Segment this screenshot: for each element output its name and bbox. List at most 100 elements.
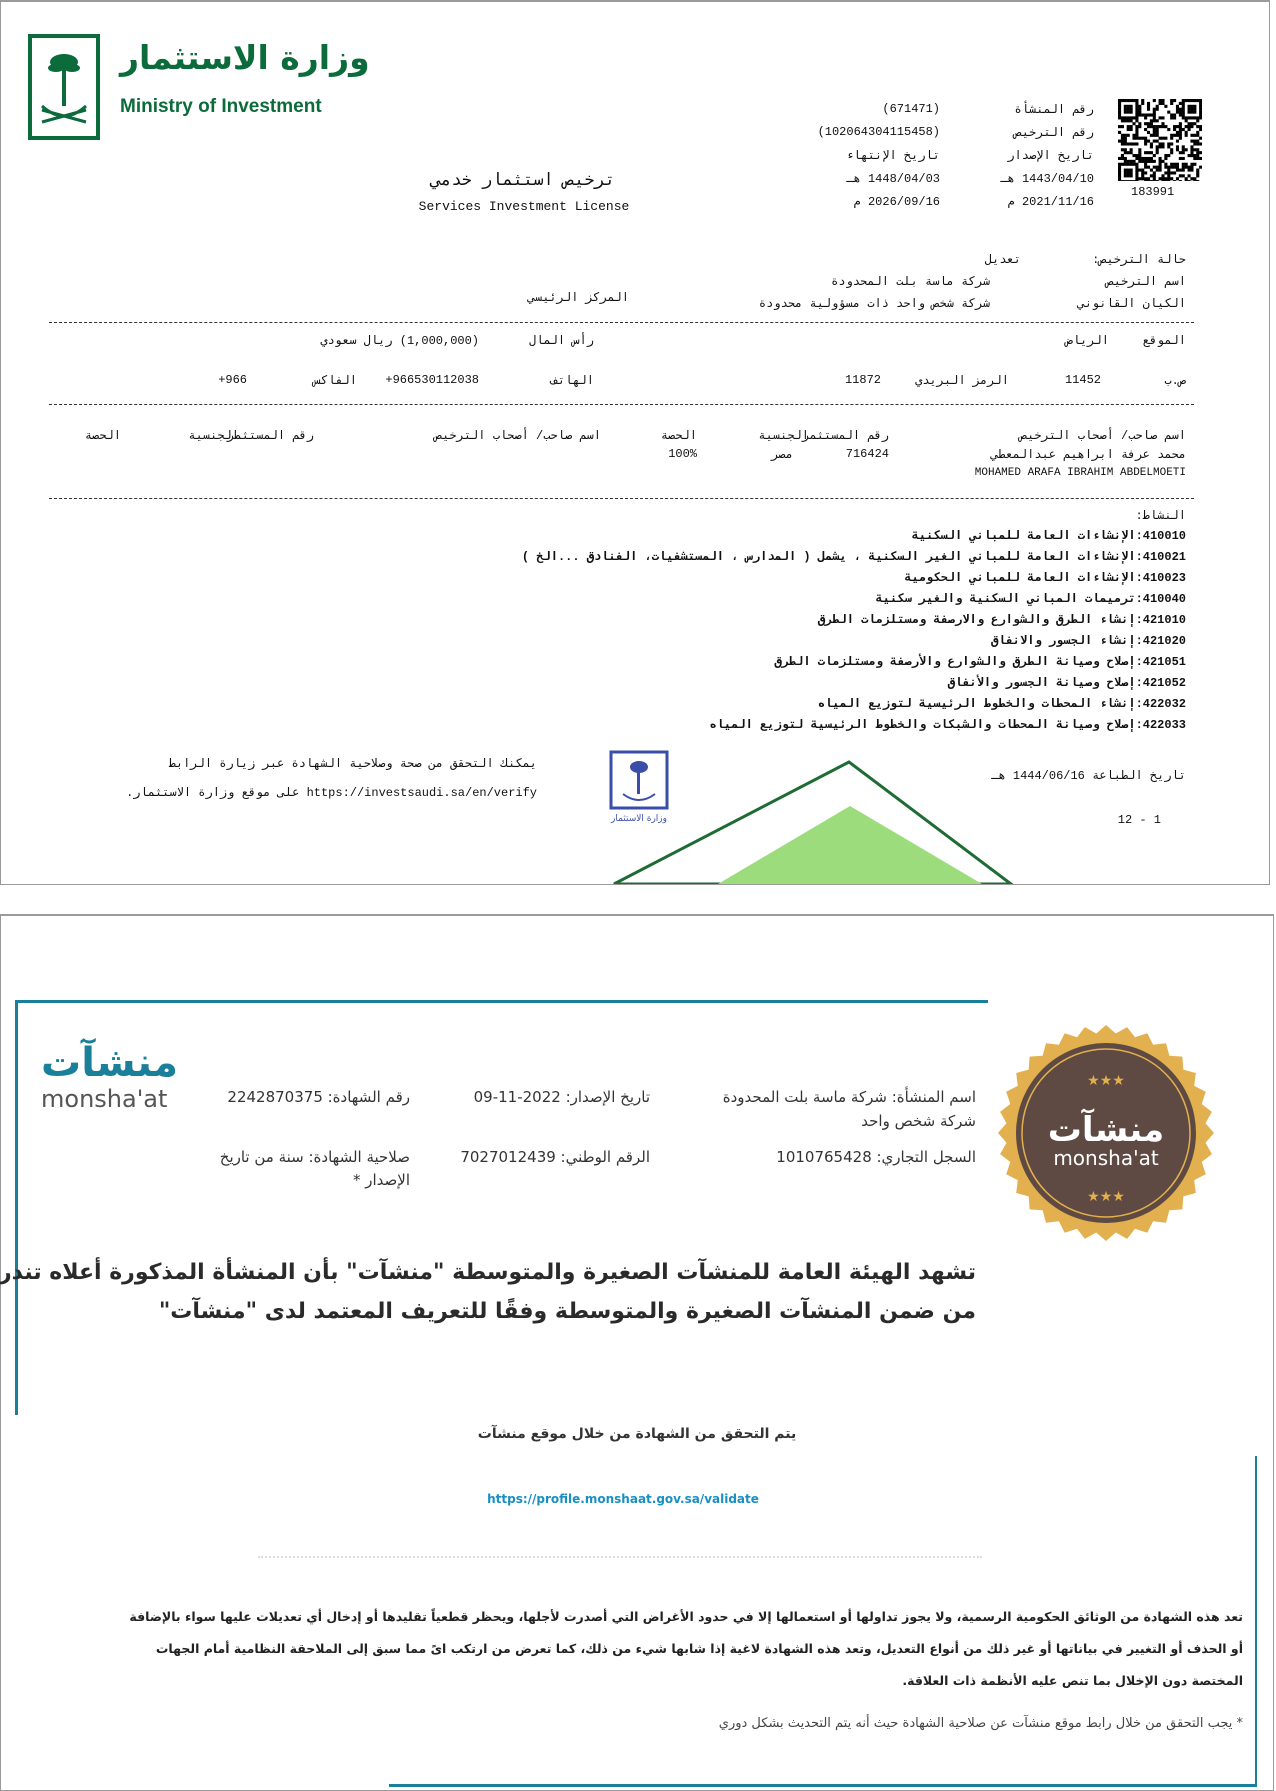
- activity-item: 410040:ترميمات المباني السكنية والغير سك…: [875, 592, 1186, 606]
- owners-header-investor: رقم المستثمر: [802, 429, 889, 443]
- status-label: حالة الترخيص:: [1092, 253, 1186, 267]
- palm-swords-emblem-icon: [28, 34, 100, 140]
- triangle-watermark-icon: [613, 760, 1014, 884]
- verify-url-link[interactable]: https://profile.monshaat.gov.sa/validate: [487, 1492, 759, 1506]
- monshaat-certificate-page: منشآت monsha'at منشآت monsha'at ★★★ ★★★ اسم…: [0, 914, 1274, 1791]
- capital-label: رأس المال: [529, 334, 594, 348]
- print-date: تاريخ الطباعة 1444/06/16 هـ: [991, 769, 1186, 783]
- pobox-label: ص.ب: [1164, 374, 1186, 388]
- ministry-logo: وزارة الاستثمار Ministry of Investment: [28, 34, 370, 140]
- seal-center: [1016, 1043, 1196, 1223]
- disclaimer-line3: المختصة دون الإخلال بما تنص عليه الأنظمة…: [902, 1673, 1243, 1688]
- owners-header-investor-2: رقم المستثمر: [227, 429, 314, 443]
- qr-number: 183991: [1131, 185, 1175, 199]
- expiry-date-greg: 2026/09/16 م: [853, 195, 940, 209]
- owner-nationality: مصر: [771, 448, 793, 462]
- postal-label: الرمز البريدي: [915, 374, 1009, 388]
- facility-no: (671471): [882, 102, 940, 116]
- facility-name: اسم المنشأة: شركة ماسة بلت المحدودة: [722, 1088, 976, 1106]
- monshaat-logo-ar: منشآت: [41, 1040, 179, 1086]
- verify-note-line2[interactable]: https://investsaudi.sa/en/verify على موق…: [126, 786, 537, 800]
- divider: [49, 322, 1194, 323]
- seal-text-en: monsha'at: [1053, 1146, 1159, 1170]
- activity-item: 422033:إصلاح وصيانة المحطات والشبكات وال…: [709, 718, 1186, 732]
- owners-header-share: الحصة: [660, 429, 697, 443]
- issue-date: تاريخ الإصدار: 2022-11-09: [473, 1088, 650, 1106]
- fax-label: الفاكس: [313, 374, 357, 388]
- monshaat-logo-en: monsha'at: [41, 1085, 168, 1113]
- teal-bottom-border: [389, 1784, 1257, 1787]
- disclaimer-line2: أو الحذف أو التغيير في بياناتها أو غير ذ…: [155, 1641, 1243, 1656]
- divider: [49, 498, 1194, 499]
- activity-item: 410023:الإنشاءات العامة للمباني الحكومية: [904, 571, 1186, 585]
- capital-value: (1,000,000) ريال سعودي: [320, 334, 479, 348]
- teal-top-border: [15, 1000, 988, 1003]
- owner-name-en: MOHAMED ARAFA IBRAHIM ABDELMOETI: [974, 467, 1186, 479]
- legal-entity-label: الكيان القانوني: [1077, 297, 1186, 311]
- palm-emblem-stamp-icon: [609, 750, 669, 810]
- ministry-stamp: وزارة الاستثمار: [609, 750, 669, 847]
- phone-value: +966530112038: [385, 373, 479, 387]
- commercial-registration: السجل التجاري: 1010765428: [776, 1148, 976, 1166]
- license-no: (102064304115458): [817, 125, 940, 139]
- statement-line2: من ضمن المنشآت الصغيرة والمتوسطة وفقًا ل…: [158, 1299, 976, 1324]
- qr-code-icon[interactable]: [1118, 99, 1202, 181]
- facility-no-label: رقم المنشأة: [1014, 103, 1094, 117]
- legal-entity-value: شركة شخص واحد ذات مسؤولية محدودة: [758, 297, 990, 311]
- activity-item: 421010:إنشاء الطرق والشوارع والارصفة ومس…: [817, 613, 1186, 627]
- postal-value: 11872: [844, 373, 881, 387]
- activity-label: النشاط:: [1135, 509, 1186, 523]
- issue-date-greg: 2021/11/16 م: [1007, 195, 1094, 209]
- seal-stars-bottom-icon: ★★★: [1087, 1189, 1125, 1205]
- activity-item: 421020:إنشاء الجسور والانفاق: [991, 634, 1186, 648]
- monshaat-logo: منشآت monsha'at: [41, 1040, 179, 1113]
- seal-stars-top-icon: ★★★: [1087, 1073, 1125, 1089]
- owner-name-ar: محمد عرفة ابراهيم عبدالمعطي: [991, 448, 1186, 462]
- owners-header-nationality: الجنسية: [758, 429, 809, 443]
- activity-item: 410010:الإنشاءات العامة للمباني السكنية: [911, 529, 1186, 543]
- issue-date-hijri: 1443/04/10 هـ: [1000, 172, 1094, 186]
- ministry-logo-ar: وزارة الاستثمار: [120, 38, 370, 77]
- dotted-divider: [258, 1556, 982, 1558]
- location-label: الموقع: [1142, 334, 1186, 348]
- issue-date-label: تاريخ الإصدار: [1007, 149, 1094, 163]
- expiry-date-label: تاريخ الإنتهاء: [846, 149, 940, 163]
- owner-share: 100%: [668, 447, 697, 461]
- owners-header-nationality-2: الجنسية: [188, 429, 239, 443]
- seal-inner-ring: [1021, 1048, 1191, 1218]
- location-value: الرياض: [1065, 334, 1109, 348]
- activity-item: 421051:إصلاح وصيانة الطرق والشوارع والأر…: [774, 655, 1186, 669]
- teal-right-border: [1255, 1456, 1257, 1786]
- certificate-number: رقم الشهادة: 2242870375: [227, 1088, 410, 1106]
- national-number: الرقم الوطني: 7027012439: [460, 1148, 650, 1166]
- branch-label: المركز الرئيسي: [527, 291, 629, 305]
- license-name-value: شركة ماسة بلت المحدودة: [831, 275, 990, 289]
- license-no-label: رقم الترخيص: [1014, 126, 1094, 140]
- phone-label: الهاتف: [550, 374, 594, 388]
- license-name-label: اسم الترخيص: [1106, 275, 1186, 289]
- page-indicator: 12 - 1: [1117, 813, 1161, 827]
- pobox-value: 11452: [1064, 373, 1101, 387]
- expiry-date-hijri: 1448/04/03 هـ: [846, 172, 940, 186]
- investment-license-page: وزارة الاستثمار Ministry of Investment ت…: [0, 0, 1270, 885]
- stamp-text: وزارة الاستثمار: [610, 814, 667, 824]
- disclaimer-line1: تعد هذه الشهادة من الوثائق الحكومية الرس…: [129, 1609, 1243, 1624]
- seal-text-ar: منشآت: [1048, 1108, 1164, 1150]
- facility-type: شركة شخص واحد: [861, 1112, 976, 1130]
- activity-item: 421052:إصلاح وصيانة الجسور والأنفاق: [947, 676, 1186, 690]
- validity-line1: صلاحية الشهادة: سنة من تاريخ: [219, 1148, 410, 1166]
- owners-header-name: اسم صاحب/ أصحاب الترخيص: [1019, 429, 1186, 443]
- verify-heading: يتم التحقق من الشهادة من خلال موقع منشآت: [477, 1426, 797, 1442]
- activity-item: 410021:الإنشاءات العامة للمباني الغير ال…: [521, 550, 1186, 564]
- verify-note-line1: يمكنك التحقق من صحة وصلاحية الشهادة عبر …: [168, 757, 537, 771]
- owner-investor-no: 716424: [845, 447, 889, 461]
- status-value: تعديل: [984, 253, 1021, 267]
- owners-header-name-2: اسم صاحب/ أصحاب الترخيص: [434, 429, 601, 443]
- license-title-ar: ترخيص استثمار خدمي: [430, 172, 616, 191]
- fax-value: +966: [218, 373, 247, 387]
- teal-left-border: [15, 1000, 18, 1415]
- statement-line1: تشهد الهيئة العامة للمنشآت الصغيرة والمت…: [0, 1260, 976, 1285]
- owners-header-share-2: الحصة: [84, 429, 121, 443]
- ministry-logo-en: Ministry of Investment: [120, 96, 322, 117]
